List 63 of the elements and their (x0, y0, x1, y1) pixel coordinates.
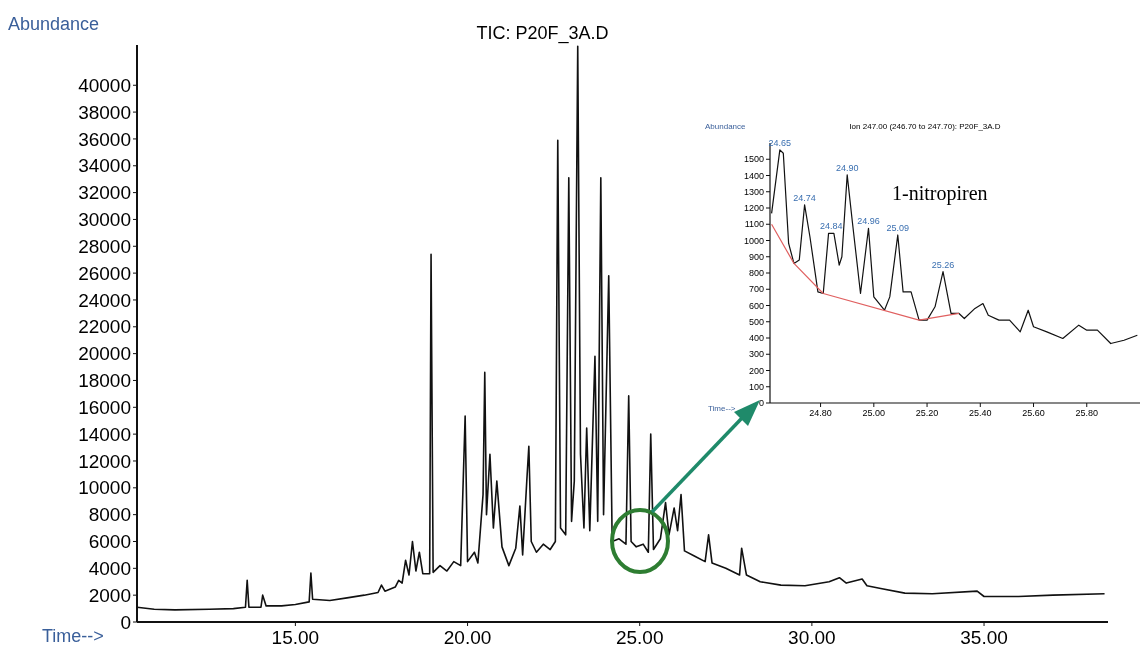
y-tick-label: 36000 (78, 128, 131, 150)
annotation: 24.96 (857, 216, 880, 227)
x-tick-label: 24.80 (809, 408, 832, 419)
y-axis-title: Abundance (8, 14, 100, 34)
y-tick-label: 100 (748, 381, 764, 392)
y-tick-label: 0 (758, 398, 764, 409)
y-tick-label: 10000 (78, 477, 131, 499)
y-tick-label: 1400 (743, 170, 764, 181)
annotation: 25.26 (931, 259, 955, 270)
annotation: 24.90 (835, 162, 859, 173)
annotation: 24.65 (768, 137, 792, 148)
x-axis-title: Time--> (708, 404, 736, 413)
x-tick-label: 25.40 (969, 408, 992, 419)
x-tick-label: 15.00 (271, 627, 320, 649)
annotation: 1-nitropiren (892, 182, 988, 206)
y-tick-label: 200 (748, 365, 764, 376)
chart-title: TIC: P20F_3A.D (476, 23, 609, 44)
y-tick-label: 20000 (78, 343, 131, 365)
annotation: 25.09 (886, 222, 910, 233)
annotation: 24.84 (819, 221, 843, 232)
y-tick-label: 18000 (78, 370, 131, 392)
y-tick-label: 400 (748, 333, 764, 344)
y-tick-label: 34000 (78, 155, 131, 177)
y-tick-label: 22000 (78, 316, 131, 338)
y-tick-label: 12000 (78, 450, 131, 472)
x-axis-title: Time--> (42, 626, 104, 646)
y-tick-label: 800 (748, 268, 764, 279)
x-tick-label: 25.00 (862, 408, 886, 419)
chart-title: Ion 247.00 (246.70 to 247.70): P20F_3A.D (849, 122, 1001, 131)
y-tick-label: 4000 (88, 557, 131, 579)
x-tick-label: 20.00 (443, 627, 492, 649)
x-tick-label: 30.00 (788, 627, 836, 649)
y-tick-label: 1300 (743, 186, 764, 197)
y-tick-label: 2000 (88, 584, 131, 606)
y-axis-title: Abundance (705, 122, 747, 131)
y-tick-label: 500 (748, 316, 764, 327)
x-tick-label: 35.00 (960, 627, 1008, 649)
x-tick-label: 25.80 (1075, 408, 1099, 419)
y-tick-label: 700 (748, 284, 764, 295)
y-tick-label: 14000 (78, 423, 131, 445)
y-tick-label: 30000 (78, 209, 131, 231)
y-tick-label: 38000 (78, 101, 131, 123)
y-tick-label: 1200 (743, 203, 764, 214)
y-tick-label: 1000 (743, 235, 764, 246)
x-tick-label: 25.00 (615, 627, 664, 649)
y-tick-label: 40000 (78, 74, 131, 96)
y-tick-label: 300 (748, 349, 764, 360)
y-tick-label: 0 (120, 611, 131, 633)
y-tick-label: 26000 (78, 262, 131, 284)
y-tick-label: 600 (748, 300, 764, 311)
x-tick-label: 25.60 (1022, 408, 1045, 419)
y-tick-label: 8000 (88, 504, 131, 526)
y-tick-label: 900 (748, 251, 764, 262)
line-series (771, 223, 960, 321)
y-tick-label: 16000 (78, 396, 131, 418)
annotation: 24.74 (793, 192, 816, 203)
y-tick-label: 24000 (78, 289, 131, 311)
y-tick-label: 1100 (744, 219, 764, 230)
y-tick-label: 32000 (78, 182, 131, 204)
y-tick-label: 28000 (78, 235, 131, 257)
y-tick-label: 6000 (88, 531, 131, 553)
x-tick-label: 25.20 (915, 408, 939, 419)
y-tick-label: 1500 (743, 154, 764, 165)
